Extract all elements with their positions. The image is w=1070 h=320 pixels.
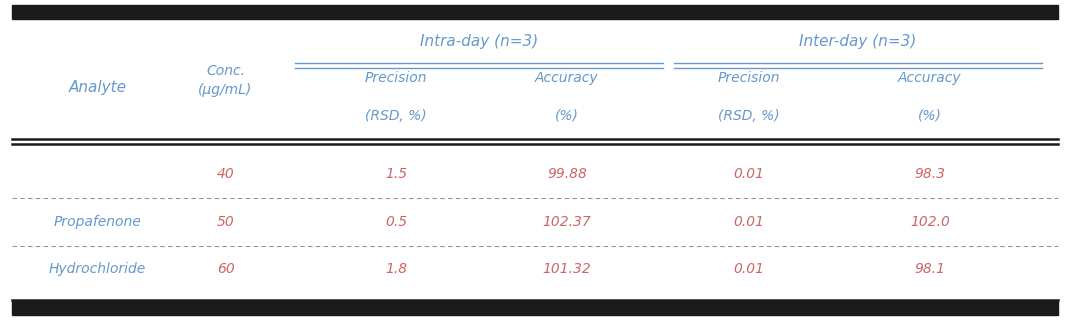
Text: Precision: Precision (365, 70, 428, 84)
Text: 60: 60 (216, 262, 234, 276)
Text: 98.1: 98.1 (915, 262, 946, 276)
Text: 102.0: 102.0 (910, 215, 950, 229)
Text: Accuracy: Accuracy (898, 70, 962, 84)
Text: 0.01: 0.01 (733, 167, 764, 181)
Bar (12, 301, 1058, 316)
Text: Propafenone: Propafenone (54, 215, 141, 229)
Text: 102.37: 102.37 (542, 215, 592, 229)
Text: Accuracy: Accuracy (535, 70, 599, 84)
Text: (RSD, %): (RSD, %) (718, 108, 779, 123)
Text: (RSD, %): (RSD, %) (366, 108, 427, 123)
Text: 0.5: 0.5 (385, 215, 408, 229)
Text: 101.32: 101.32 (542, 262, 592, 276)
Text: 1.5: 1.5 (385, 167, 408, 181)
Bar (12, 4, 1058, 19)
Text: 99.88: 99.88 (547, 167, 587, 181)
Text: Analyte: Analyte (68, 80, 126, 94)
Text: 1.8: 1.8 (385, 262, 408, 276)
Text: 40: 40 (216, 167, 234, 181)
Text: 0.01: 0.01 (733, 215, 764, 229)
Text: 98.3: 98.3 (915, 167, 946, 181)
Text: 0.01: 0.01 (733, 262, 764, 276)
Text: 50: 50 (216, 215, 234, 229)
Text: (%): (%) (555, 108, 579, 123)
Text: Conc.: Conc. (207, 64, 245, 78)
Text: (μg/mL): (μg/mL) (198, 83, 253, 97)
Text: Hydrochloride: Hydrochloride (49, 262, 147, 276)
Text: Intra-day (n=3): Intra-day (n=3) (419, 34, 538, 49)
Text: Inter-day (n=3): Inter-day (n=3) (799, 34, 917, 49)
Text: (%): (%) (918, 108, 942, 123)
Text: Precision: Precision (717, 70, 780, 84)
